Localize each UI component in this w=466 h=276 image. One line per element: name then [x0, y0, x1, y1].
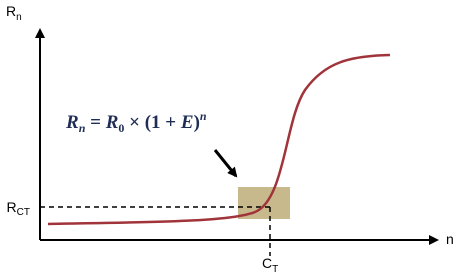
- x-axis-label: n: [446, 231, 454, 247]
- label-sub: T: [272, 264, 278, 275]
- label-main: R: [7, 199, 17, 215]
- formula-part: E: [180, 112, 194, 133]
- cycle-label: CT: [262, 255, 278, 275]
- formula-part: ): [194, 112, 200, 133]
- formula-part: n: [200, 109, 207, 123]
- threshold-label: RCT: [7, 199, 30, 218]
- formula: Rn = R0 × (1 + E)n: [65, 109, 207, 135]
- amplification-curve: [47, 53, 391, 226]
- label-sub: CT: [17, 207, 30, 218]
- formula-part: R: [65, 112, 79, 133]
- y-axis-label: Rn: [6, 3, 22, 23]
- formula-part: n: [79, 121, 86, 135]
- label-sub: n: [16, 12, 22, 23]
- label-main: R: [6, 3, 16, 19]
- formula-part: =: [85, 112, 105, 133]
- label-main: C: [262, 255, 272, 271]
- formula-part: R: [105, 112, 119, 133]
- pointer-arrow: [213, 149, 238, 178]
- formula-part: × (1 +: [124, 112, 180, 133]
- formula-part: 0: [118, 121, 124, 135]
